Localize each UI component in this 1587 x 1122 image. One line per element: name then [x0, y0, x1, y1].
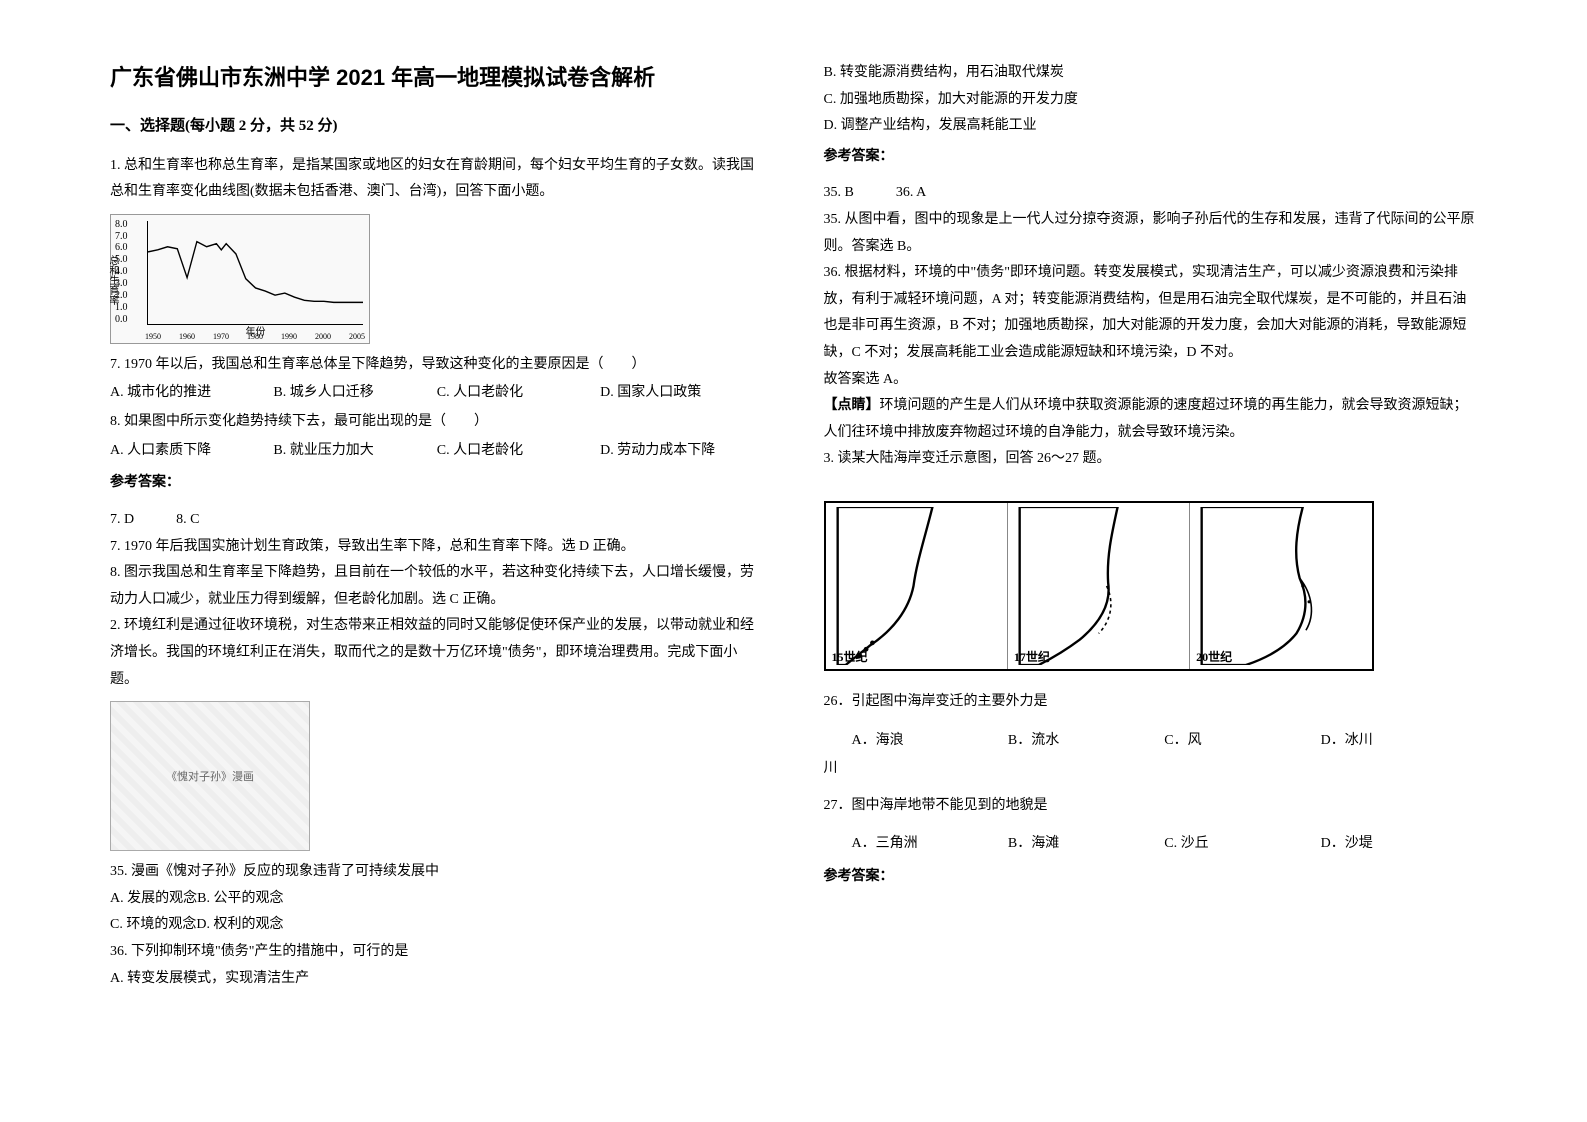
- q7-stem: 7. 1970 年以后，我国总和生育率总体呈下降趋势，导致这种变化的主要原因是（…: [110, 352, 764, 379]
- q1-explanation-8: 8. 图示我国总和生育率呈下降趋势，且目前在一个较低的水平，若这种变化持续下去，…: [110, 560, 764, 613]
- q27-stem: 27．图中海岸地带不能见到的地貌是: [824, 793, 1478, 820]
- y-tick: 2.0: [115, 290, 145, 301]
- y-tick: 5.0: [115, 254, 145, 265]
- q2-conclusion: 故答案选 A。: [824, 367, 1478, 394]
- q35-opts-line2: C. 环境的观念D. 权利的观念: [110, 912, 764, 939]
- coast-panel-15c: 15世纪: [826, 503, 1008, 669]
- q27-opt-d: D．沙堤: [1321, 829, 1477, 860]
- x-tick: 1970: [213, 332, 229, 341]
- q8-opt-c: C. 人口老龄化: [437, 436, 600, 467]
- q8-stem: 8. 如果图中所示变化趋势持续下去，最可能出现的是（ ）: [110, 409, 764, 436]
- coast-panel-17c: 17世纪: [1008, 503, 1190, 669]
- q7-options: A. 城市化的推进 B. 城乡人口迁移 C. 人口老龄化 D. 国家人口政策: [110, 378, 764, 409]
- q2-answer-header: 参考答案：: [824, 144, 1478, 171]
- q7-opt-b: B. 城乡人口迁移: [273, 378, 436, 409]
- q35-opts-line1: A. 发展的观念B. 公平的观念: [110, 886, 764, 913]
- q2-hint: 【点睛】环境问题的产生是人们从环境中获取资源能源的速度超过环境的再生能力，就会导…: [824, 393, 1478, 446]
- q35-stem: 35. 漫画《愧对子孙》反应的现象违背了可持续发展中: [110, 859, 764, 886]
- left-column: 广东省佛山市东洲中学 2021 年高一地理模拟试卷含解析 一、选择题(每小题 2…: [80, 60, 794, 1082]
- q3-answer-header: 参考答案：: [824, 864, 1478, 891]
- section-1-title: 一、选择题(每小题 2 分，共 52 分): [110, 112, 764, 141]
- q27-opt-a: A．三角洲: [852, 829, 1008, 860]
- q8-opt-d: D. 劳动力成本下降: [600, 436, 763, 467]
- q7-opt-c: C. 人口老龄化: [437, 378, 600, 409]
- q2-explanation-36: 36. 根据材料，环境的中"债务"即环境问题。转变发展模式，实现清洁生产，可以减…: [824, 260, 1478, 366]
- q36-opt-d: D. 调整产业结构，发展高耗能工业: [824, 113, 1478, 140]
- coast-label-15c: 15世纪: [832, 648, 868, 665]
- y-tick: 0.0: [115, 314, 145, 325]
- q26-opt-a: A．海浪: [852, 726, 1008, 757]
- birth-rate-chart: 总和生育率 8.0 7.0 6.0 5.0 4.0 3.0 2.0 1.0 0.…: [110, 214, 370, 344]
- q26-opt-b: B．流水: [1008, 726, 1164, 757]
- y-tick: 8.0: [115, 219, 145, 230]
- q1-answer-header: 参考答案：: [110, 470, 764, 497]
- y-tick: 1.0: [115, 302, 145, 313]
- x-tick: 1990: [281, 332, 297, 341]
- q2-intro: 2. 环境红利是通过征收环境税，对生态带来正相效益的同时又能够促使环保产业的发展…: [110, 613, 764, 693]
- q27-options: A．三角洲 B．海滩 C. 沙丘 D．沙堤: [824, 829, 1478, 860]
- coast-label-20c: 20世纪: [1196, 648, 1232, 665]
- q36-opt-a: A. 转变发展模式，实现清洁生产: [110, 966, 764, 993]
- y-tick: 6.0: [115, 242, 145, 253]
- q26-opt-d: D．冰川: [1321, 726, 1477, 757]
- y-tick: 3.0: [115, 278, 145, 289]
- x-tick: 1950: [145, 332, 161, 341]
- chart-y-axis: 8.0 7.0 6.0 5.0 4.0 3.0 2.0 1.0 0.0: [115, 219, 145, 325]
- q7-opt-d: D. 国家人口政策: [600, 378, 763, 409]
- q7-opt-a: A. 城市化的推进: [110, 378, 273, 409]
- q8-opt-b: B. 就业压力加大: [273, 436, 436, 467]
- q1-answer-line: 7. D 8. C: [110, 507, 764, 534]
- q2-answer-line: 35. B 36. A: [824, 180, 1478, 207]
- coastal-diagram: 15世纪 17世纪 20世纪: [824, 501, 1374, 671]
- cartoon-image: 《愧对子孙》漫画: [110, 701, 310, 851]
- q26-trail: 川: [824, 756, 1478, 783]
- hint-text: 环境问题的产生是人们从环境中获取资源能源的速度超过环境的再生能力，就会导致资源短…: [824, 398, 1468, 440]
- coast-panel-20c: 20世纪: [1190, 503, 1371, 669]
- y-tick: 4.0: [115, 266, 145, 277]
- x-tick: 1980: [247, 332, 263, 341]
- q8-opt-a: A. 人口素质下降: [110, 436, 273, 467]
- right-column: B. 转变能源消费结构，用石油取代煤炭 C. 加强地质勘探，加大对能源的开发力度…: [794, 60, 1508, 1082]
- coast-label-17c: 17世纪: [1014, 648, 1050, 665]
- hint-label: 【点睛】: [824, 398, 880, 413]
- y-tick: 7.0: [115, 231, 145, 242]
- q27-opt-c: C. 沙丘: [1164, 829, 1320, 860]
- x-tick: 1960: [179, 332, 195, 341]
- x-tick: 2000: [315, 332, 331, 341]
- chart-plot-area: 年份: [147, 221, 363, 325]
- q1-intro: 1. 总和生育率也称总生育率，是指某国家或地区的妇女在育龄期间，每个妇女平均生育…: [110, 153, 764, 206]
- birth-rate-line: [148, 241, 363, 302]
- page-title: 广东省佛山市东洲中学 2021 年高一地理模拟试卷含解析: [110, 60, 764, 92]
- q26-options: A．海浪 B．流水 C．风 D．冰川: [824, 726, 1478, 757]
- q2-explanation-35: 35. 从图中看，图中的现象是上一代人过分掠夺资源，影响子孙后代的生存和发展，违…: [824, 207, 1478, 260]
- q26-opt-c: C．风: [1164, 726, 1320, 757]
- cartoon-caption: 《愧对子孙》漫画: [166, 768, 254, 784]
- q27-opt-b: B．海滩: [1008, 829, 1164, 860]
- q8-options: A. 人口素质下降 B. 就业压力加大 C. 人口老龄化 D. 劳动力成本下降: [110, 436, 764, 467]
- q26-stem: 26．引起图中海岸变迁的主要外力是: [824, 689, 1478, 716]
- q3-intro: 3. 读某大陆海岸变迁示意图，回答 26～27 题。: [824, 446, 1478, 473]
- x-tick: 2005: [349, 332, 365, 341]
- q36-stem: 36. 下列抑制环境"债务"产生的措施中，可行的是: [110, 939, 764, 966]
- q1-explanation-7: 7. 1970 年后我国实施计划生育政策，导致出生率下降，总和生育率下降。选 D…: [110, 534, 764, 561]
- chart-x-axis: 1950 1960 1970 1980 1990 2000 2005: [145, 332, 365, 341]
- q36-opt-b: B. 转变能源消费结构，用石油取代煤炭: [824, 60, 1478, 87]
- q36-opt-c: C. 加强地质勘探，加大对能源的开发力度: [824, 87, 1478, 114]
